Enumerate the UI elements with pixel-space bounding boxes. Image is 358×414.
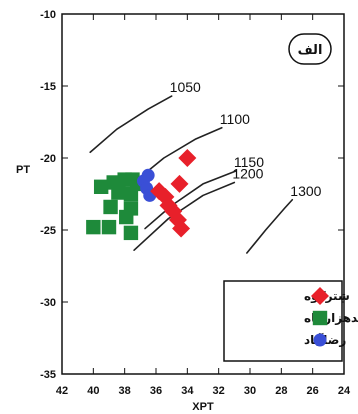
- isotherm-line-1050: [89, 95, 173, 154]
- axis-ticks: 42 40 38 36 34 32 30 28 26 24 -10 -15 -20 -25 -30 -35: [40, 9, 351, 397]
- diamond-marker: [172, 219, 191, 238]
- isotherm-line-1200: [133, 181, 236, 251]
- plot-frame: [61, 13, 345, 375]
- y-tick-label: -25: [40, 225, 56, 237]
- x-tick-label: 40: [87, 385, 99, 397]
- y-axis-label: PT: [16, 164, 30, 176]
- square-marker: [111, 185, 126, 200]
- square-marker: [103, 199, 118, 215]
- y-tick-label: -15: [40, 81, 56, 93]
- panel-label-frame: [288, 33, 332, 65]
- isotherm-line-1300: [246, 198, 294, 254]
- x-tick-label: 30: [244, 385, 256, 397]
- isotherm-line-1150: [144, 170, 237, 230]
- square-marker: [86, 219, 101, 235]
- y-tick-label: -35: [40, 369, 56, 381]
- x-tick-label: 28: [275, 385, 287, 397]
- square-marker: [119, 209, 134, 225]
- x-axis-label: XPT: [192, 401, 214, 413]
- panel-label-box: الف: [288, 33, 332, 65]
- square-marker: [101, 219, 117, 235]
- square-marker: [93, 179, 109, 194]
- diamond-marker: [178, 149, 197, 167]
- x-tick-label: 38: [119, 385, 131, 397]
- x-tick-label: 42: [56, 385, 68, 397]
- legend-circle-marker: [313, 333, 327, 347]
- x-tick-label: 24: [338, 385, 351, 397]
- x-tick-label: 32: [213, 385, 225, 397]
- panel-label: الف: [298, 43, 323, 58]
- x-tick-label: 36: [150, 385, 162, 397]
- x-tick-label: 26: [307, 385, 319, 397]
- x-tick-label: 34: [181, 385, 194, 397]
- y-tick-label: -20: [40, 153, 56, 165]
- legend-label-bandhezarchah: بندهزارچاه: [304, 311, 358, 325]
- square-marker: [123, 225, 139, 241]
- isotherm-label-1050: 1050: [170, 79, 201, 95]
- diamond-marker: [170, 174, 189, 193]
- legend-markers: [311, 287, 329, 347]
- legend: شترکوه بندهزارچاه رضاآباد: [223, 280, 358, 362]
- isotherm-label-1200: 1200: [232, 165, 263, 181]
- isotherm-label-1100: 1100: [220, 111, 250, 127]
- legend-square-marker: [312, 310, 328, 326]
- isotherm-label-1150: 1150: [234, 154, 264, 170]
- isotherm-label-1300: 1300: [290, 183, 321, 199]
- y-tick-label: -10: [40, 9, 56, 21]
- legend-diamond-marker: [311, 287, 329, 305]
- data-points: [86, 149, 197, 241]
- y-tick-label: -30: [40, 297, 56, 309]
- square-marker: [123, 186, 139, 202]
